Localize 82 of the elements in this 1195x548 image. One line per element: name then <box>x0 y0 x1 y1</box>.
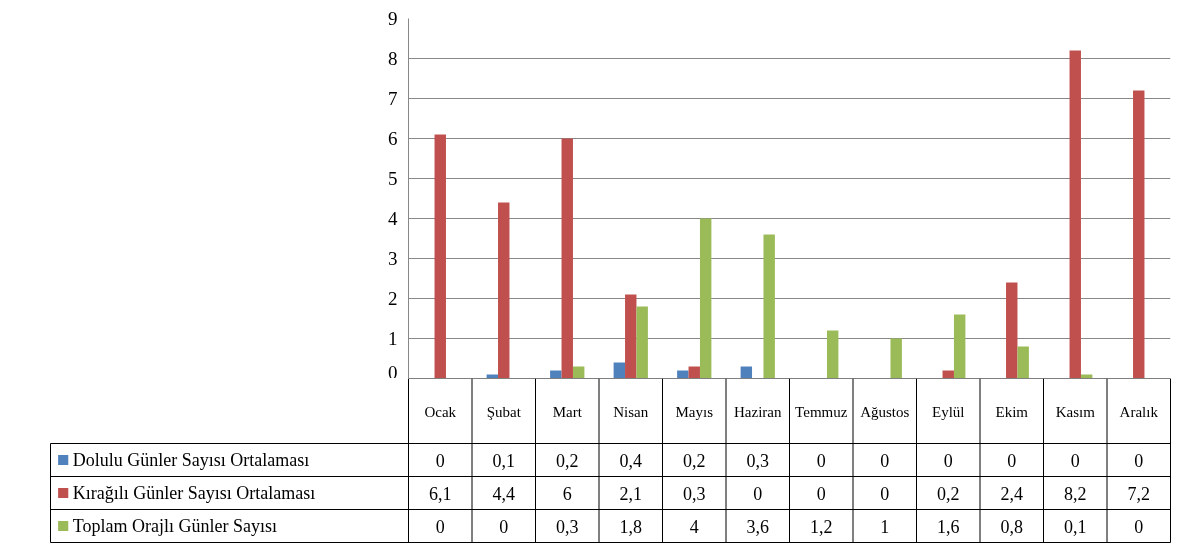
data-label: 4,4 <box>492 483 515 504</box>
bar <box>699 218 712 378</box>
bar <box>561 138 573 378</box>
bar <box>434 134 446 378</box>
data-label: 1 <box>880 516 890 537</box>
data-label: 0,8 <box>1000 516 1023 537</box>
x-tick-label: Ekim <box>995 403 1029 420</box>
data-label: 0,3 <box>683 483 706 504</box>
y-tick-label: 5 <box>388 168 398 189</box>
data-label: 1,8 <box>619 516 642 537</box>
bar <box>572 366 585 378</box>
data-label: 2,4 <box>1000 483 1023 504</box>
bar <box>498 202 510 378</box>
data-label: 0,1 <box>1064 516 1087 537</box>
data-label: 2,1 <box>619 483 642 504</box>
data-label: 0,3 <box>556 516 579 537</box>
y-tick-label: 7 <box>388 88 398 109</box>
data-label: 7,2 <box>1127 483 1150 504</box>
data-label: 6 <box>562 483 572 504</box>
x-tick-label: Ocak <box>424 403 457 420</box>
y-tick-label: 8 <box>388 48 398 69</box>
bar <box>740 366 753 378</box>
bar <box>1017 346 1029 378</box>
bar <box>677 370 689 378</box>
legend-label: Toplam Orajlı Günler Sayısı <box>72 516 277 536</box>
data-label: 0,3 <box>746 450 769 471</box>
bar <box>942 370 954 378</box>
x-tick-label: Kasım <box>1055 403 1096 420</box>
data-label: 0 <box>1070 450 1080 471</box>
x-tick-label: Aralık <box>1119 403 1159 420</box>
data-label: 0 <box>880 450 890 471</box>
data-label: 0,1 <box>492 450 515 471</box>
x-tick-label: Şubat <box>486 403 522 420</box>
data-label: 0 <box>943 450 953 471</box>
data-label: 0 <box>1007 450 1017 471</box>
y-tick-label: 2 <box>388 288 398 309</box>
legend-label: Kırağılı Günler Sayısı Ortalaması <box>72 483 316 503</box>
y-tick-label: 0 <box>388 361 398 383</box>
x-tick-label: Haziran <box>734 403 782 420</box>
data-label: 1,2 <box>810 516 833 537</box>
data-label: 0,2 <box>937 483 960 504</box>
data-label: 0,2 <box>683 450 706 471</box>
bar <box>625 294 637 378</box>
bar <box>613 362 626 378</box>
data-label: 0 <box>816 483 826 504</box>
bar <box>890 338 902 378</box>
bar <box>763 234 775 378</box>
x-tick-label: Ağustos <box>860 403 910 420</box>
bar <box>1069 50 1081 378</box>
data-label: 0,2 <box>556 450 579 471</box>
data-label: 1,6 <box>937 516 960 537</box>
x-tick-label: Mayıs <box>675 403 714 420</box>
data-label: 8,2 <box>1064 483 1087 504</box>
data-label: 0 <box>880 483 890 504</box>
data-label: 0,4 <box>619 450 642 471</box>
y-tick-label: 9 <box>388 8 398 29</box>
data-label: 0 <box>1134 450 1144 471</box>
x-tick-label: Nisan <box>613 403 649 420</box>
data-label: 3,6 <box>746 516 769 537</box>
bar <box>826 330 839 378</box>
y-tick-label: 4 <box>388 208 398 229</box>
bar <box>1133 90 1145 378</box>
bar <box>550 370 562 378</box>
legend-label: Dolulu Günler Sayısı Ortalaması <box>72 450 310 470</box>
bar <box>1006 282 1018 378</box>
y-tick-label: 6 <box>388 128 398 149</box>
y-tick-label: 3 <box>388 248 398 269</box>
data-label: 0 <box>499 516 509 537</box>
bar <box>688 366 700 378</box>
data-label: 0 <box>435 516 445 537</box>
data-label: 0 <box>816 450 826 471</box>
x-tick-label: Eylül <box>932 403 965 420</box>
data-label: 4 <box>689 516 699 537</box>
bar <box>636 306 648 378</box>
data-label: 0 <box>1134 516 1144 537</box>
y-tick-label: 1 <box>388 328 398 349</box>
data-label: 0 <box>435 450 445 471</box>
data-label: 0 <box>753 483 763 504</box>
bar <box>953 314 966 378</box>
x-tick-label: Temmuz <box>795 403 848 420</box>
x-tick-label: Mart <box>552 403 583 420</box>
data-label: 6,1 <box>429 483 452 504</box>
